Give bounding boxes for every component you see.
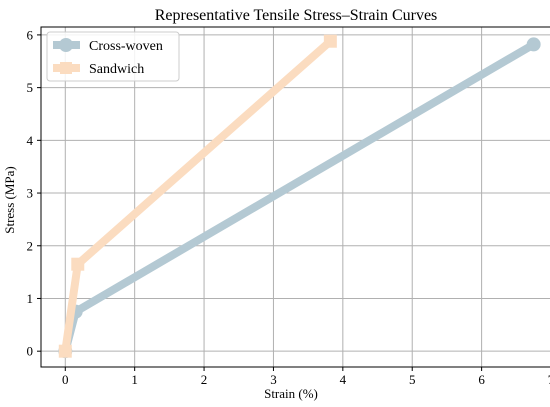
y-axis-label: Stress (MPa) xyxy=(2,166,17,234)
data-point-sandwich xyxy=(323,34,337,48)
y-tick-label: 4 xyxy=(27,133,34,148)
x-tick-label: 7 xyxy=(548,372,550,387)
data-point-sandwich xyxy=(71,257,85,271)
x-tick-label: 4 xyxy=(340,372,347,387)
y-tick-label: 3 xyxy=(27,186,34,201)
data-point-cross-woven xyxy=(526,37,541,52)
x-tick-label: 0 xyxy=(62,372,69,387)
y-tick-label: 6 xyxy=(27,27,34,42)
y-tick-label: 1 xyxy=(27,291,34,306)
legend-label-cross-woven: Cross-woven xyxy=(89,39,163,54)
x-tick-label: 5 xyxy=(409,372,416,387)
series-cross-woven xyxy=(58,37,541,359)
series-layer xyxy=(58,34,541,359)
y-tick-label: 5 xyxy=(27,80,34,95)
legend-item-sandwich: Sandwich xyxy=(53,62,144,77)
y-tick-label: 0 xyxy=(27,344,34,359)
x-axis-label: Strain (%) xyxy=(264,386,318,401)
y-tick-label: 2 xyxy=(27,238,34,253)
legend-marker-sandwich xyxy=(60,62,72,74)
series-line-cross-woven xyxy=(61,40,536,353)
legend-marker-cross-woven xyxy=(59,38,73,52)
plot-frame xyxy=(40,26,550,368)
data-point-sandwich xyxy=(58,344,72,358)
legend-item-cross-woven: Cross-woven xyxy=(53,38,163,54)
legend: Cross-woven Sandwich xyxy=(46,31,180,82)
x-tick-label: 2 xyxy=(201,372,208,387)
chart-title: Representative Tensile Stress–Strain Cur… xyxy=(155,7,438,24)
x-tick-label: 6 xyxy=(478,372,485,387)
legend-label-sandwich: Sandwich xyxy=(89,62,144,77)
series-sandwich xyxy=(58,34,337,358)
ticks: 0 1 2 3 4 5 6 7 0 1 2 3 4 5 6 xyxy=(27,27,550,387)
x-tick-label: 1 xyxy=(131,372,138,387)
x-tick-label: 3 xyxy=(270,372,277,387)
